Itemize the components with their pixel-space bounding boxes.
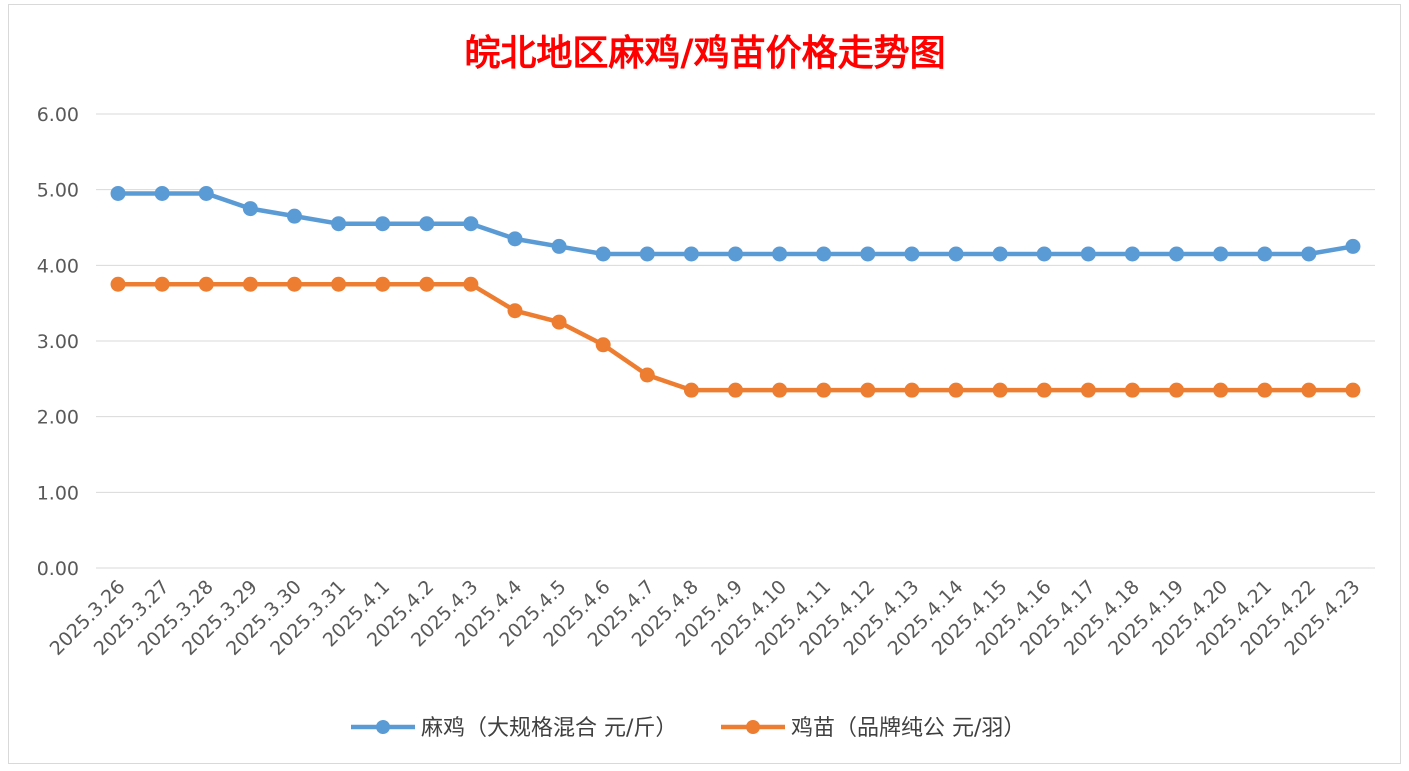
legend-label: 麻鸡（大规格混合 元/斤） xyxy=(421,716,677,741)
data-point xyxy=(948,382,964,398)
data-point xyxy=(463,276,479,292)
data-point xyxy=(860,246,876,262)
data-point xyxy=(683,246,699,262)
legend-marker xyxy=(376,720,390,734)
data-point xyxy=(1257,382,1273,398)
data-point xyxy=(948,246,964,262)
data-point xyxy=(331,276,347,292)
data-point xyxy=(463,216,479,232)
data-point xyxy=(110,185,126,201)
data-point xyxy=(154,185,170,201)
data-point xyxy=(551,314,567,330)
data-point xyxy=(419,216,435,232)
data-point xyxy=(772,382,788,398)
data-point xyxy=(507,231,523,247)
data-point xyxy=(639,246,655,262)
data-point xyxy=(419,276,435,292)
legend-marker xyxy=(746,720,760,734)
data-point xyxy=(728,246,743,262)
data-point xyxy=(110,276,126,292)
data-point xyxy=(639,367,655,383)
data-point xyxy=(1301,246,1317,262)
data-point xyxy=(595,246,611,262)
data-point xyxy=(286,276,302,292)
data-point xyxy=(1036,246,1052,262)
data-point xyxy=(595,337,611,353)
data-point xyxy=(198,185,214,201)
data-point xyxy=(816,382,832,398)
data-point xyxy=(683,382,699,398)
series-line xyxy=(115,191,1356,257)
y-tick-label: 5.00 xyxy=(37,180,79,202)
data-point xyxy=(375,216,391,232)
data-point xyxy=(772,246,788,262)
legend-label: 鸡苗（品牌纯公 元/羽） xyxy=(791,716,1025,741)
y-tick-label: 4.00 xyxy=(37,255,79,277)
data-point xyxy=(1036,382,1052,398)
data-point xyxy=(1213,246,1229,262)
data-point xyxy=(992,246,1008,262)
data-point xyxy=(904,246,920,262)
chart-area: 皖北地区麻鸡/鸡苗价格走势图 0.00 1.00 2.00 3.00 4.00 5.00 6… xyxy=(8,4,1401,764)
series-lines xyxy=(110,185,1361,398)
series-2 xyxy=(110,276,1361,398)
data-point xyxy=(728,382,743,398)
data-point xyxy=(992,382,1008,398)
data-point xyxy=(242,276,258,292)
data-point xyxy=(1257,246,1273,262)
data-point xyxy=(375,276,391,292)
line-chart: 皖北地区麻鸡/鸡苗价格走势图 0.00 1.00 2.00 3.00 4.00 5.00 6… xyxy=(37,32,1375,741)
data-point xyxy=(1124,246,1140,262)
chart-title: 皖北地区麻鸡/鸡苗价格走势图 xyxy=(464,32,945,74)
data-point xyxy=(551,238,567,254)
series-1 xyxy=(110,185,1361,262)
data-point xyxy=(242,201,258,217)
data-point xyxy=(198,276,214,292)
gridlines xyxy=(96,113,1375,569)
y-tick-label: 6.00 xyxy=(37,104,79,126)
x-axis-tick-labels: 2025.3.262025.3.272025.3.282025.3.292025… xyxy=(46,576,1365,660)
data-point xyxy=(1345,382,1361,398)
data-point xyxy=(904,382,920,398)
legend-item: 鸡苗（品牌纯公 元/羽） xyxy=(721,716,1025,741)
data-point xyxy=(1213,382,1229,398)
y-axis-tick-labels: 0.00 1.00 2.00 3.00 4.00 5.00 6.00 xyxy=(37,104,79,580)
data-point xyxy=(286,208,302,224)
data-point xyxy=(507,303,523,319)
data-point xyxy=(154,276,170,292)
legend: 麻鸡（大规格混合 元/斤） 鸡苗（品牌纯公 元/羽） xyxy=(351,716,1025,741)
series-line xyxy=(115,282,1356,393)
data-point xyxy=(1080,246,1096,262)
data-point xyxy=(331,216,347,232)
data-point xyxy=(816,246,832,262)
y-tick-label: 1.00 xyxy=(37,482,79,504)
y-tick-label: 0.00 xyxy=(37,558,79,580)
data-point xyxy=(860,382,876,398)
y-tick-label: 2.00 xyxy=(37,407,79,429)
data-point xyxy=(1169,382,1185,398)
data-point xyxy=(1345,238,1361,254)
legend-item: 麻鸡（大规格混合 元/斤） xyxy=(351,716,677,741)
data-point xyxy=(1169,246,1185,262)
data-point xyxy=(1124,382,1140,398)
data-point xyxy=(1080,382,1096,398)
data-point xyxy=(1301,382,1317,398)
y-tick-label: 3.00 xyxy=(37,331,79,353)
